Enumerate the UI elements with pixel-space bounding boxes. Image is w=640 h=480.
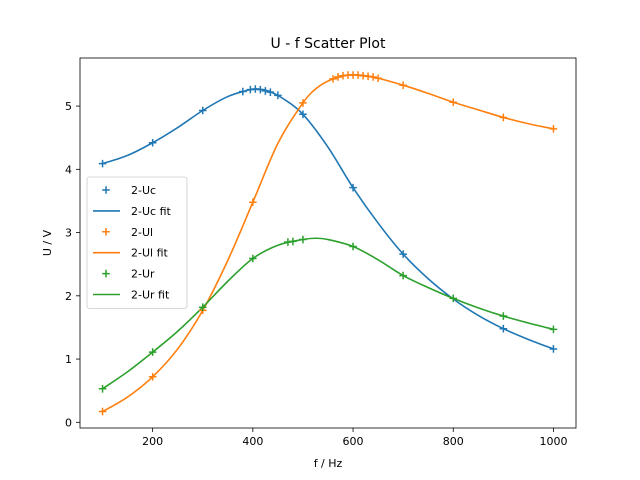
y-axis-label: U / V [41, 229, 54, 256]
data-point-2-uc [266, 88, 275, 96]
legend-label: 2-Ul [131, 226, 153, 239]
y-tick-label: 2 [65, 290, 72, 303]
legend-label: 2-Uc fit [131, 205, 171, 218]
data-point-2-uc [274, 91, 282, 100]
data-point-2-ul [334, 73, 342, 81]
data-point-2-ul [249, 198, 257, 207]
data-point-2-ur [289, 237, 297, 246]
x-tick-label: 600 [343, 435, 364, 448]
data-point-2-uc [549, 345, 558, 353]
y-tick-label: 1 [65, 353, 72, 366]
x-tick-label: 400 [242, 435, 263, 448]
data-point-2-ul [549, 125, 558, 133]
data-point-2-uc [98, 159, 107, 168]
data-point-2-ul [499, 113, 508, 122]
data-point-2-ur [549, 325, 558, 334]
legend-box [86, 176, 188, 309]
series-layer [98, 71, 558, 416]
data-point-2-ur [198, 303, 207, 311]
data-point-2-ur [449, 294, 458, 303]
data-point-2-ul [399, 81, 407, 89]
x-axis: 200 400 600 800 1000 [142, 428, 567, 448]
data-point-2-uc [299, 110, 307, 119]
chart-title: U - f Scatter Plot [271, 36, 386, 52]
legend-swatch-marker [102, 228, 110, 236]
x-axis-label: f / Hz [314, 457, 343, 470]
data-point-2-ur [499, 312, 508, 320]
series-line-2-ur-fit [102, 237, 554, 390]
data-point-2-uc [499, 324, 508, 333]
data-point-2-ul [148, 372, 157, 381]
data-point-2-ul [369, 73, 377, 81]
data-point-2-ul [98, 407, 107, 416]
data-point-2-uc [148, 138, 157, 147]
data-point-2-uc [256, 85, 265, 94]
data-point-2-uc [261, 87, 270, 95]
x-tick-label: 200 [142, 435, 163, 448]
data-point-2-uc [399, 250, 407, 258]
data-point-2-ul [329, 75, 337, 83]
legend-swatch-marker [102, 186, 110, 194]
data-point-2-ul [374, 74, 382, 83]
x-tick-label: 1000 [539, 435, 567, 448]
y-tick-label: 4 [65, 163, 72, 176]
legend-label: 2-Uc [131, 184, 156, 197]
legend-swatch-marker [102, 269, 110, 278]
y-tick-label: 0 [65, 416, 72, 429]
data-point-2-uc [349, 183, 357, 192]
data-point-2-ur [148, 348, 157, 356]
data-point-2-ur [399, 271, 407, 280]
data-point-2-ul [299, 99, 307, 107]
y-tick-label: 5 [65, 100, 72, 113]
data-point-2-ur [249, 254, 257, 263]
legend-label: 2-Ur [131, 268, 155, 281]
data-point-2-uc [239, 87, 247, 96]
y-axis: 0 1 2 3 4 5 [65, 100, 80, 429]
legend-label: 2-Ul fit [131, 247, 169, 260]
data-point-2-uc [198, 106, 207, 115]
y-tick-label: 3 [65, 227, 72, 240]
data-point-2-ul [449, 98, 458, 107]
plot-frame [79, 57, 577, 429]
data-point-2-ur [349, 242, 357, 251]
legend-label: 2-Ur fit [131, 289, 170, 302]
legend: 2-Uc 2-Uc fit 2-Ul 2-Ul fit 2-Ur 2-Ur fit [86, 176, 188, 309]
data-point-2-ur [299, 235, 307, 244]
x-tick-label: 800 [443, 435, 464, 448]
data-point-2-ur [98, 384, 107, 393]
